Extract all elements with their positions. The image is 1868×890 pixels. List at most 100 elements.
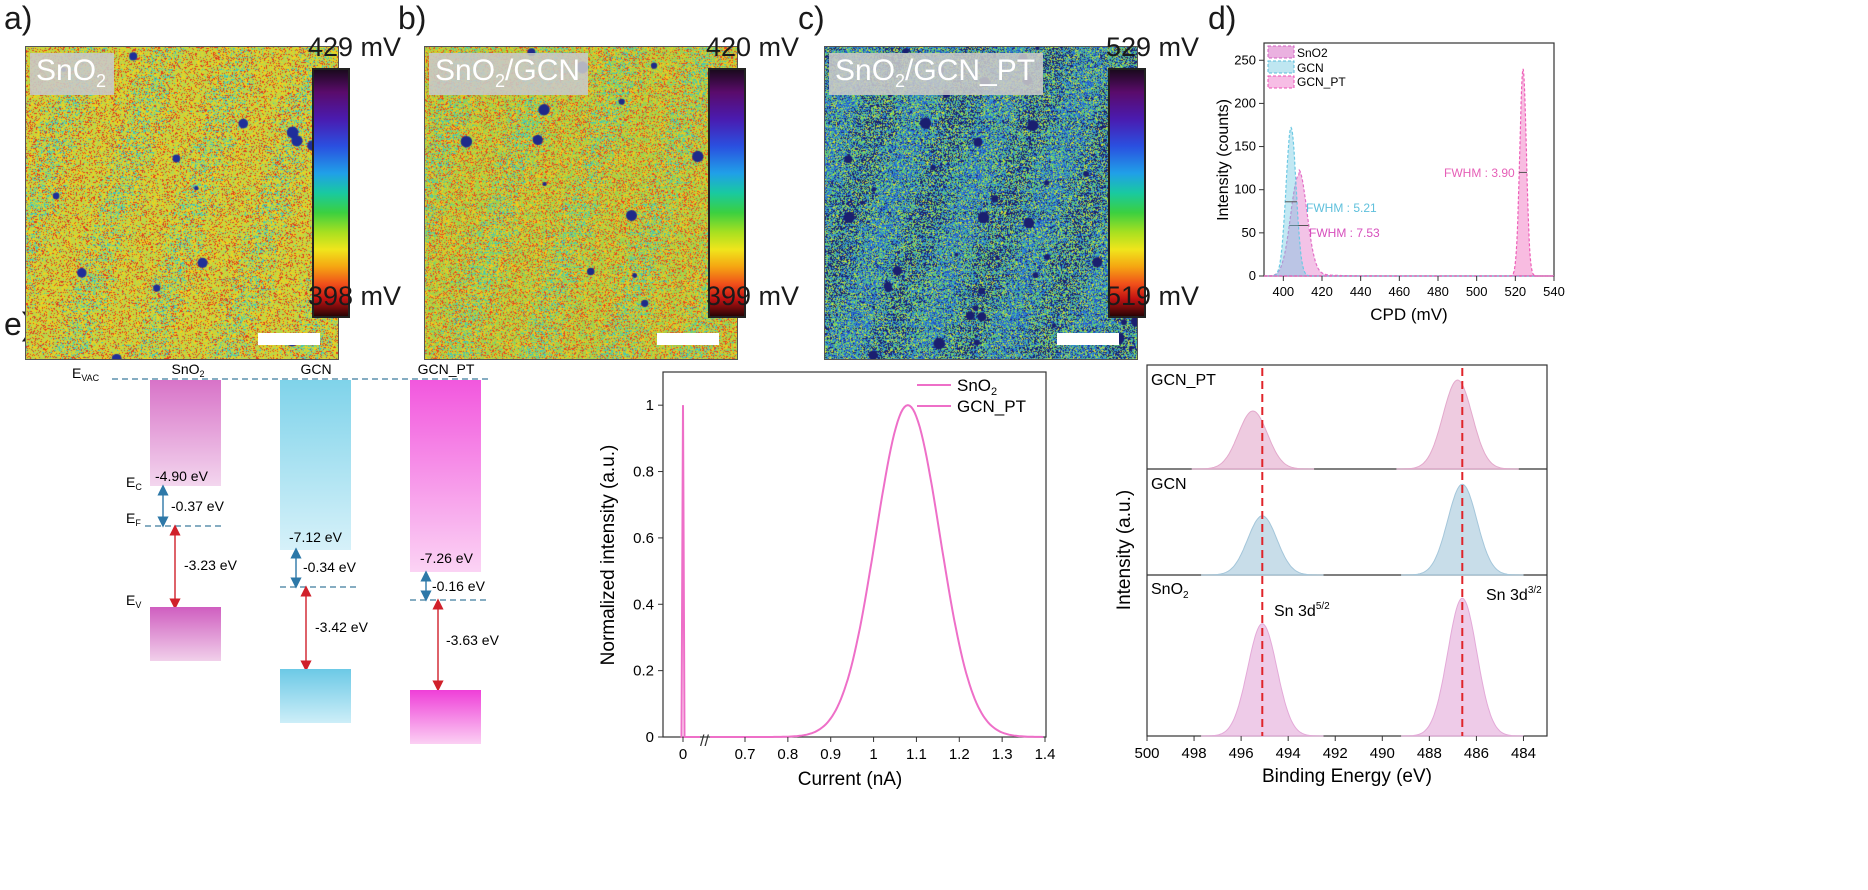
chart-f-xlabel: Current (nA) [798, 769, 903, 790]
col-title-gcnpt: GCN_PT [418, 361, 475, 377]
chart-f-xtick-label: 0.9 [820, 746, 841, 763]
kpfm-image-a [26, 47, 338, 359]
chart-d-xtick-label: 440 [1350, 284, 1372, 299]
chart-g-xtick-label: 500 [1134, 745, 1159, 762]
kpfm-image-b [425, 47, 737, 359]
chart-f-ytick-label: 0.8 [633, 464, 654, 481]
chart-f-xtick-label: 1.1 [906, 746, 927, 763]
col-title-gcn: GCN [300, 361, 331, 377]
legend-swatch-gcn [1267, 60, 1295, 74]
chart-f-ytick-label: 0.6 [633, 530, 654, 547]
gap-cf-sno2: -0.37 eV [171, 498, 225, 514]
cb-bar-gcn [280, 380, 351, 550]
chart-f-ticks: 0 0.7 0.8 0.9 1 1.1 1.2 1.3 1.4 0 0.2 0.4 0.6 0.8 1 [633, 397, 1055, 763]
chart-f-marks [680, 404, 1044, 738]
chart-d-xtick-label: 520 [1504, 284, 1526, 299]
cb-bar-sno2 [150, 380, 221, 486]
colorbar-b [708, 68, 746, 318]
chart-g-xtick-label: 498 [1182, 745, 1207, 762]
kpfm-map-c: SnO2/GCN_PT [824, 46, 1138, 360]
diagram-e: EVAC SnO2 -4.90 eV -0.37 eV -3.23 eV EC … [72, 361, 500, 744]
peak-label-sn3d52: Sn 3d5/2 [1274, 601, 1330, 620]
chart-g-marks [1191, 368, 1524, 737]
cb-value-gcn: -7.12 eV [289, 529, 343, 545]
chart-d-xtick-label: 500 [1466, 284, 1488, 299]
chart-d-xtick-label: 480 [1427, 284, 1449, 299]
ec-label: EC [126, 474, 142, 492]
chart-d-area-0 [1264, 168, 1554, 277]
map-label-a: SnO2 [30, 53, 115, 95]
chart-f-ytick-label: 0.2 [633, 663, 654, 680]
peak-label-sn3d32: Sn 3d3/2 [1486, 585, 1542, 604]
ef-label: EF [126, 510, 141, 528]
chart-d-area-1 [1264, 126, 1554, 277]
chart-f-frame [662, 371, 1047, 738]
chart-g-peak-0-0 [1191, 410, 1315, 470]
legend-label-sno2: SnO2 [1297, 46, 1328, 60]
colorbar-c-max: 529 mV [1106, 32, 1200, 62]
scale-bar-a [258, 333, 320, 345]
chart-f-legend: SnO2 GCN_PT [917, 376, 1026, 416]
chart-d-ytick-label: 0 [1249, 268, 1256, 283]
axis-break: // [700, 733, 709, 750]
chart-g-xtick-label: 496 [1229, 745, 1254, 762]
kpfm-map-a: SnO2 [25, 46, 339, 360]
chart-d-xtick-label: 400 [1272, 284, 1294, 299]
stack-label-gcn: GCN [1151, 476, 1187, 493]
scale-bar-b [657, 333, 719, 345]
chart-d: 400 420 440 460 480 500 520 540050100150200250 … [1215, 42, 1565, 324]
map-label-b: SnO2/GCN [429, 53, 589, 95]
chart-g-xtick-label: 488 [1417, 745, 1442, 762]
colorbar-c [1108, 68, 1146, 318]
fwhm-label-gcn: FWHM : 5.21 [1306, 201, 1377, 215]
colorbar-a-min: 398 mV [308, 281, 402, 311]
chart-d-area-2 [1264, 68, 1554, 277]
chart-d-xlabel: CPD (mV) [1370, 305, 1447, 324]
chart-d-frame [1263, 42, 1555, 277]
chart-g-peak-2-1 [1401, 597, 1524, 737]
chart-d-xtick-label: 420 [1311, 284, 1333, 299]
kpfm-image-c [825, 47, 1137, 359]
chart-d-ylabel: Intensity (counts) [1215, 99, 1232, 221]
panel-letter-a: a) [4, 0, 33, 36]
chart-d-ticks: 400 420 440 460 480 500 520 540 0 50 100 150 200 250 [1234, 52, 1565, 299]
chart-f-line-gcnpt [683, 404, 1044, 738]
evac-label: EVAC [72, 365, 100, 383]
chart-g-xlabel: Binding Energy (eV) [1262, 766, 1432, 787]
colorbar-a [312, 68, 350, 318]
stack-label-sno2: SnO2 [1151, 581, 1189, 601]
vb-bar-sno2 [150, 607, 221, 661]
chart-g-peak-1-1 [1401, 483, 1524, 576]
fwhm-label-sno2: FWHM : 7.53 [1309, 226, 1380, 240]
chart-f-xtick-label: 0.8 [777, 746, 798, 763]
chart-d-ytick-label: 50 [1242, 225, 1256, 240]
panel-letter-d: d) [1208, 0, 1237, 36]
chart-f-xtick-label: 1 [869, 746, 877, 763]
chart-g-frame [1146, 364, 1548, 737]
chart-f-ylabel: Normalized intensity (a.u.) [598, 445, 619, 666]
chart-d-ytick-label: 100 [1234, 182, 1256, 197]
chart-f-xtick-label: 1.2 [949, 746, 970, 763]
chart-f-xtick-label: 1.3 [992, 746, 1013, 763]
chart-g-ylabel: Intensity (a.u.) [1114, 490, 1135, 610]
chart-g: 500 498 496 494 492 490 488 486 484 GCN_PT GCN S… [1114, 364, 1548, 787]
chart-f-xtick-label: 1.4 [1035, 746, 1056, 763]
gap-cf-gcnpt: -0.16 eV [432, 578, 486, 594]
gap-fv-sno2: -3.23 eV [184, 557, 238, 573]
chart-d-xtick-label: 540 [1543, 284, 1565, 299]
chart-f-line-sno2 [680, 405, 686, 738]
chart-g-xtick-label: 494 [1276, 745, 1301, 762]
cb-value-sno2: -4.90 eV [155, 468, 209, 484]
panel-letter-b: b) [398, 0, 427, 36]
chart-d-ytick-label: 200 [1234, 95, 1256, 110]
chart-g-xtick-label: 490 [1370, 745, 1395, 762]
chart-d-ytick-label: 150 [1234, 139, 1256, 154]
chart-d-marks [1264, 68, 1554, 277]
chart-d-ytick-label: 250 [1234, 52, 1256, 67]
chart-f-xtick-label: 0.7 [735, 746, 756, 763]
chart-g-peak-0-1 [1396, 379, 1519, 470]
legend-label-gcnpt: GCN_PT [1297, 75, 1346, 89]
chart-g-peak-2-0 [1201, 623, 1324, 737]
legend-swatch-gcnpt [1267, 75, 1295, 89]
kpfm-map-b: SnO2/GCN [424, 46, 738, 360]
